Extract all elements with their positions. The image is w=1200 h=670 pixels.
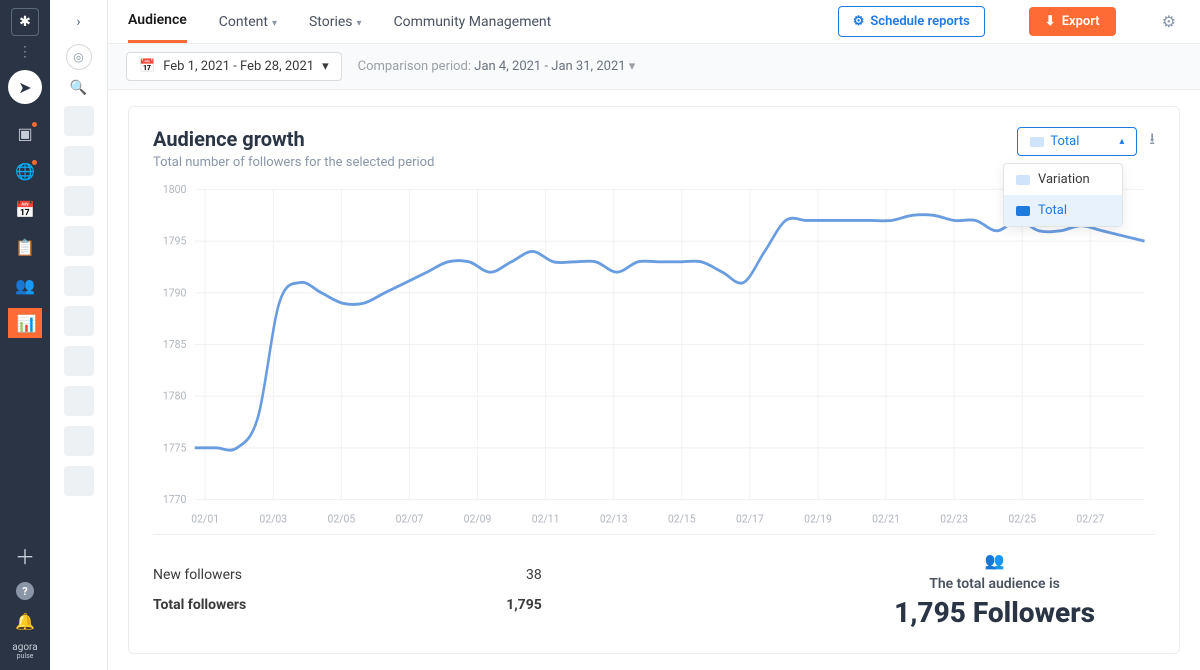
new-followers-value: 38 <box>506 567 542 583</box>
card-subtitle: Total number of followers for the select… <box>153 155 434 170</box>
brand-logo: agorapulse <box>12 643 37 660</box>
svg-text:02/17: 02/17 <box>736 512 764 526</box>
filter-bar: 📅 Feb 1, 2021 - Feb 28, 2021 ▾ Compariso… <box>108 44 1200 90</box>
svg-text:1800: 1800 <box>163 182 186 196</box>
svg-text:02/07: 02/07 <box>396 512 424 526</box>
svg-text:02/09: 02/09 <box>464 512 492 526</box>
svg-text:02/25: 02/25 <box>1008 512 1036 526</box>
audience-icon: 👥 <box>894 551 1095 570</box>
tab-community[interactable]: Community Management <box>394 2 552 42</box>
caret-up-icon: ▴ <box>1119 136 1124 147</box>
rail-item-analytics[interactable]: 📊 <box>8 308 42 338</box>
total-followers-value: 1,795 <box>506 597 542 613</box>
metric-dropdown: Variation Total <box>1003 163 1123 227</box>
svg-text:1775: 1775 <box>163 441 186 455</box>
more-icon[interactable]: ⋮ <box>18 44 32 60</box>
svg-text:02/11: 02/11 <box>532 512 560 526</box>
new-followers-label: New followers <box>153 567 246 583</box>
svg-text:1795: 1795 <box>163 234 186 248</box>
tab-content[interactable]: Content▾ <box>219 2 277 42</box>
add-account-button[interactable]: ＋ <box>15 541 35 570</box>
download-icon[interactable]: ⭳ <box>1149 128 1155 155</box>
account-switcher[interactable]: ◎ <box>66 44 92 70</box>
rail-item-notes[interactable]: 📋 <box>8 232 42 262</box>
card-title: Audience growth <box>153 127 434 151</box>
account-thumb[interactable] <box>64 146 94 176</box>
tab-stories[interactable]: Stories▾ <box>309 2 362 42</box>
settings-icon[interactable]: ⚙ <box>1162 12 1176 31</box>
summary-big: 1,795 Followers <box>894 596 1095 629</box>
svg-text:02/05: 02/05 <box>327 512 355 526</box>
svg-text:02/21: 02/21 <box>872 512 900 526</box>
nav-rail: ✱ ⋮ ➤ ▣ 🌐 📅 📋 👥 📊 ＋ ? 🔔 agorapulse <box>0 0 50 670</box>
send-button[interactable]: ➤ <box>8 70 42 104</box>
export-button[interactable]: ⬇Export <box>1029 7 1116 36</box>
account-thumb[interactable] <box>64 306 94 336</box>
line-chart: 1770 1775 1780 1785 1790 1795 1800 02/01 02/03 02… <box>153 178 1155 535</box>
dropdown-opt-total[interactable]: Total <box>1004 195 1122 226</box>
comparison-period[interactable]: Comparison period: Jan 4, 2021 - Jan 31,… <box>358 59 636 74</box>
svg-text:02/13: 02/13 <box>600 512 628 526</box>
notifications-icon[interactable]: 🔔 <box>15 612 35 631</box>
rail-item-calendar[interactable]: 📅 <box>8 194 42 224</box>
account-thumb[interactable] <box>64 226 94 256</box>
svg-text:02/15: 02/15 <box>668 512 696 526</box>
tab-bar: Audience Content▾ Stories▾ Community Man… <box>108 0 1200 44</box>
metric-select[interactable]: Total ▴ <box>1017 127 1137 156</box>
date-range-picker[interactable]: 📅 Feb 1, 2021 - Feb 28, 2021 ▾ <box>126 52 342 81</box>
workspace-logo[interactable]: ✱ <box>11 8 39 36</box>
svg-text:02/19: 02/19 <box>804 512 832 526</box>
search-icon[interactable]: 🔍 <box>70 80 87 96</box>
total-followers-label: Total followers <box>153 597 246 613</box>
rail-item-team[interactable]: 👥 <box>8 270 42 300</box>
svg-text:02/27: 02/27 <box>1076 512 1104 526</box>
schedule-reports-button[interactable]: ⚙Schedule reports <box>838 6 985 37</box>
account-thumb[interactable] <box>64 386 94 416</box>
account-column: › ◎ 🔍 <box>50 0 108 670</box>
main-panel: Audience Content▾ Stories▾ Community Man… <box>108 0 1200 670</box>
expand-icon[interactable]: › <box>76 14 80 30</box>
summary-lead: The total audience is <box>894 576 1095 592</box>
chevron-down-icon: ▾ <box>322 59 329 74</box>
series-chip-icon <box>1030 137 1044 147</box>
rail-item-inbox[interactable]: ▣ <box>8 118 42 148</box>
tab-audience[interactable]: Audience <box>128 0 187 43</box>
account-thumb[interactable] <box>64 466 94 496</box>
account-thumb[interactable] <box>64 426 94 456</box>
svg-text:1790: 1790 <box>163 286 186 300</box>
calendar-icon: 📅 <box>139 59 155 74</box>
audience-growth-card: Audience growth Total number of follower… <box>128 106 1180 654</box>
svg-text:1785: 1785 <box>163 337 186 351</box>
svg-text:1780: 1780 <box>163 389 186 403</box>
svg-text:02/03: 02/03 <box>259 512 287 526</box>
svg-text:1770: 1770 <box>163 493 186 507</box>
stats-row: New followers 38 Total followers 1,795 👥… <box>153 551 1155 629</box>
svg-text:02/01: 02/01 <box>191 512 219 526</box>
svg-text:02/23: 02/23 <box>940 512 968 526</box>
account-thumb[interactable] <box>64 106 94 136</box>
account-thumb[interactable] <box>64 346 94 376</box>
dropdown-opt-variation[interactable]: Variation <box>1004 164 1122 195</box>
rail-item-listening[interactable]: 🌐 <box>8 156 42 186</box>
account-thumb[interactable] <box>64 266 94 296</box>
help-button[interactable]: ? <box>16 582 34 600</box>
account-thumb[interactable] <box>64 186 94 216</box>
